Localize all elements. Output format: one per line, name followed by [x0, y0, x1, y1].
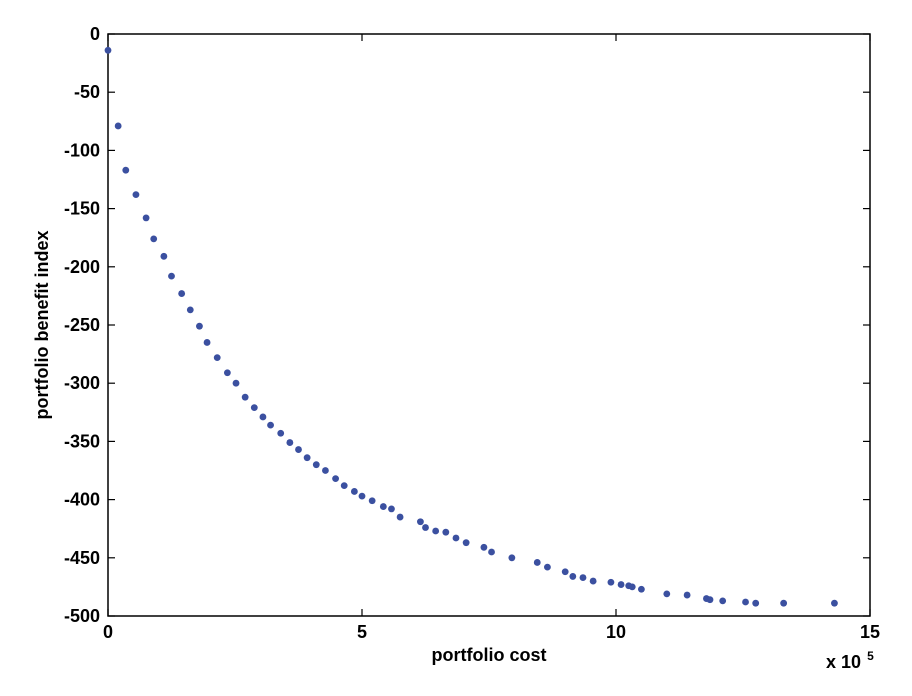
data-point: [259, 413, 267, 421]
data-point: [589, 577, 597, 585]
data-point: [462, 539, 470, 547]
data-point: [480, 543, 488, 551]
x-tick-label: 10: [606, 622, 626, 642]
data-point: [241, 393, 249, 401]
data-point: [388, 505, 395, 513]
y-tick-label: -150: [64, 199, 100, 219]
data-point: [178, 290, 186, 297]
y-tick-label: -300: [64, 373, 100, 393]
data-point: [250, 404, 258, 412]
data-point: [104, 46, 112, 54]
data-point: [232, 379, 240, 387]
data-point: [628, 583, 636, 591]
data-point: [340, 482, 348, 490]
data-point: [196, 322, 203, 330]
data-point: [780, 599, 788, 607]
data-point: [186, 306, 194, 314]
data-point: [322, 467, 329, 474]
data-point: [295, 446, 302, 453]
plot-area: [107, 33, 871, 617]
y-tick-label: 0: [90, 24, 100, 44]
data-point: [432, 527, 440, 535]
data-point: [312, 461, 320, 469]
data-point: [358, 492, 366, 500]
data-point: [168, 272, 175, 280]
y-tick-label: -200: [64, 257, 100, 277]
x-axis-ticks: 0 5 10 15: [103, 34, 880, 642]
y-tick-label: -100: [64, 140, 100, 160]
data-point: [223, 369, 231, 377]
data-point: [752, 599, 760, 607]
data-point: [396, 513, 404, 521]
data-point: [683, 591, 691, 599]
data-point: [132, 191, 140, 199]
data-point: [663, 590, 671, 598]
y-tick-label: -450: [64, 548, 100, 568]
data-point: [488, 548, 495, 556]
data-point: [617, 581, 625, 588]
data-point: [142, 214, 150, 222]
data-point: [213, 354, 221, 361]
data-point: [579, 574, 587, 581]
data-point: [332, 475, 339, 483]
x-tick-label: 15: [860, 622, 880, 642]
x-tick-label: 0: [103, 622, 113, 642]
data-point: [114, 122, 122, 130]
data-point: [638, 585, 645, 593]
data-point: [267, 421, 274, 429]
data-point: [569, 573, 577, 580]
y-axis-ticks: 0 -50 -100 -150 -200 -250 -300 -350 -400 -450 -500: [64, 24, 870, 626]
data-point: [561, 568, 569, 576]
data-point: [368, 497, 376, 505]
data-point: [452, 534, 460, 542]
data-point: [303, 454, 311, 462]
data-points: [104, 46, 838, 607]
data-point: [607, 578, 615, 586]
y-tick-label: -350: [64, 431, 100, 451]
data-point: [544, 563, 551, 571]
data-point: [122, 166, 130, 174]
data-point: [350, 488, 358, 495]
x-multiplier-label: x 10 5: [826, 649, 874, 672]
data-point: [831, 599, 838, 607]
data-point: [286, 439, 294, 446]
data-point: [379, 503, 387, 510]
y-tick-label: -400: [64, 490, 100, 510]
x-tick-label: 5: [357, 622, 367, 642]
data-point: [422, 524, 429, 531]
data-point: [277, 429, 285, 437]
data-point: [742, 598, 749, 606]
data-point: [706, 596, 714, 604]
y-tick-label: -250: [64, 315, 100, 335]
data-point: [533, 559, 541, 566]
y-tick-label: -500: [64, 606, 100, 626]
y-axis-label: portfolio benefit index: [32, 231, 52, 420]
x-multiplier-exponent: 5: [867, 649, 874, 663]
x-axis-label: portfolio cost: [432, 645, 547, 665]
data-point: [160, 252, 168, 260]
data-point: [719, 597, 727, 605]
data-point: [508, 554, 516, 562]
data-point: [150, 235, 158, 243]
y-tick-label: -50: [74, 82, 100, 102]
x-multiplier-base: x 10: [826, 652, 861, 672]
data-point: [442, 528, 450, 536]
data-point: [417, 518, 424, 526]
data-point: [203, 339, 211, 346]
